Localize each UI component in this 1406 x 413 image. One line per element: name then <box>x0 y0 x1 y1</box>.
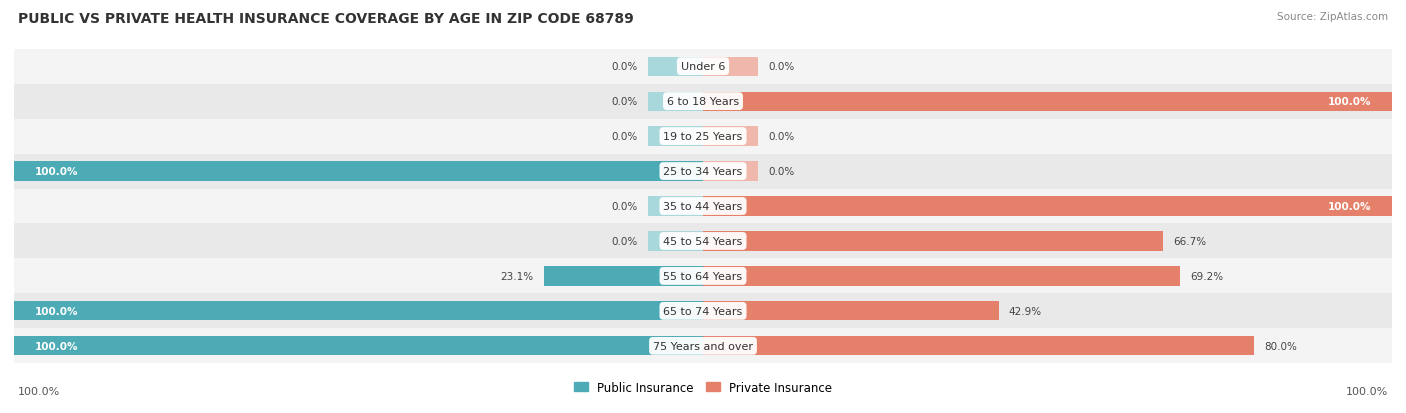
Bar <box>14 84 1392 119</box>
Bar <box>703 337 1254 356</box>
Bar <box>14 154 1392 189</box>
Bar <box>14 259 1392 294</box>
Text: 55 to 64 Years: 55 to 64 Years <box>664 271 742 281</box>
Text: 100.0%: 100.0% <box>35 341 79 351</box>
Bar <box>14 224 1392 259</box>
Bar <box>703 162 758 181</box>
Bar <box>703 127 758 146</box>
Text: Under 6: Under 6 <box>681 62 725 72</box>
Text: 6 to 18 Years: 6 to 18 Years <box>666 97 740 107</box>
Bar <box>703 301 998 321</box>
Text: 42.9%: 42.9% <box>1010 306 1042 316</box>
Bar <box>648 92 703 112</box>
Text: 23.1%: 23.1% <box>501 271 533 281</box>
Text: 69.2%: 69.2% <box>1189 271 1223 281</box>
Text: PUBLIC VS PRIVATE HEALTH INSURANCE COVERAGE BY AGE IN ZIP CODE 68789: PUBLIC VS PRIVATE HEALTH INSURANCE COVER… <box>18 12 634 26</box>
Text: 0.0%: 0.0% <box>612 202 637 211</box>
Text: 66.7%: 66.7% <box>1173 236 1206 247</box>
Bar <box>14 301 703 321</box>
Text: 0.0%: 0.0% <box>769 62 794 72</box>
Text: 0.0%: 0.0% <box>612 132 637 142</box>
Bar <box>648 197 703 216</box>
Text: 35 to 44 Years: 35 to 44 Years <box>664 202 742 211</box>
Bar <box>703 57 758 76</box>
Text: 0.0%: 0.0% <box>769 132 794 142</box>
Text: 0.0%: 0.0% <box>612 236 637 247</box>
Text: 0.0%: 0.0% <box>612 62 637 72</box>
Text: 100.0%: 100.0% <box>18 387 60 396</box>
Text: 19 to 25 Years: 19 to 25 Years <box>664 132 742 142</box>
Bar <box>648 232 703 251</box>
Text: 65 to 74 Years: 65 to 74 Years <box>664 306 742 316</box>
Text: 75 Years and over: 75 Years and over <box>652 341 754 351</box>
Bar <box>14 294 1392 329</box>
Bar <box>703 232 1163 251</box>
Text: Source: ZipAtlas.com: Source: ZipAtlas.com <box>1277 12 1388 22</box>
Text: 25 to 34 Years: 25 to 34 Years <box>664 166 742 177</box>
Text: 0.0%: 0.0% <box>612 97 637 107</box>
Bar <box>14 50 1392 84</box>
Bar <box>14 119 1392 154</box>
Text: 100.0%: 100.0% <box>35 166 79 177</box>
Text: 45 to 54 Years: 45 to 54 Years <box>664 236 742 247</box>
Bar <box>14 189 1392 224</box>
Bar <box>703 92 1392 112</box>
Bar <box>14 337 703 356</box>
Legend: Public Insurance, Private Insurance: Public Insurance, Private Insurance <box>569 376 837 399</box>
Bar <box>14 329 1392 363</box>
Text: 100.0%: 100.0% <box>1327 202 1371 211</box>
Text: 0.0%: 0.0% <box>769 166 794 177</box>
Text: 80.0%: 80.0% <box>1264 341 1298 351</box>
Text: 100.0%: 100.0% <box>1327 97 1371 107</box>
Bar <box>648 127 703 146</box>
Bar <box>703 267 1180 286</box>
Bar <box>648 57 703 76</box>
Bar <box>703 197 1392 216</box>
Text: 100.0%: 100.0% <box>35 306 79 316</box>
Bar <box>14 162 703 181</box>
Text: 100.0%: 100.0% <box>1346 387 1388 396</box>
Bar <box>544 267 703 286</box>
